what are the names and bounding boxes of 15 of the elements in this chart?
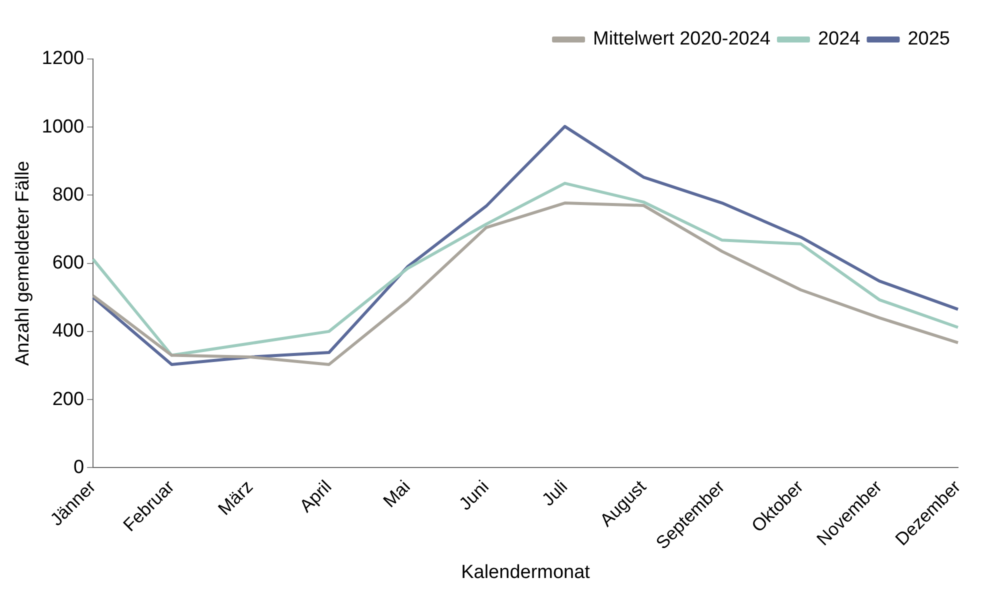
y-tick-label: 0 [73,456,84,478]
y-axis-title: Anzahl gemeldeter Fälle [12,160,34,366]
y-tick-label: 1200 [42,48,84,70]
x-axis-title: Kalendermonat [461,562,591,583]
legend-label: Mittelwert 2020-2024 [593,28,771,50]
y-tick-label: 200 [52,388,84,410]
legend-label: 2025 [908,28,950,50]
y-tick-label: 400 [52,320,84,342]
x-tick-label: Mai [379,476,414,512]
y-tick-label: 600 [52,252,84,274]
legend-label: 2024 [818,28,861,50]
x-tick-label: Juli [538,476,572,510]
x-tick-label: Juni [455,476,493,514]
y-tick-label: 1000 [42,116,84,138]
y-tick-label: 800 [52,184,84,206]
